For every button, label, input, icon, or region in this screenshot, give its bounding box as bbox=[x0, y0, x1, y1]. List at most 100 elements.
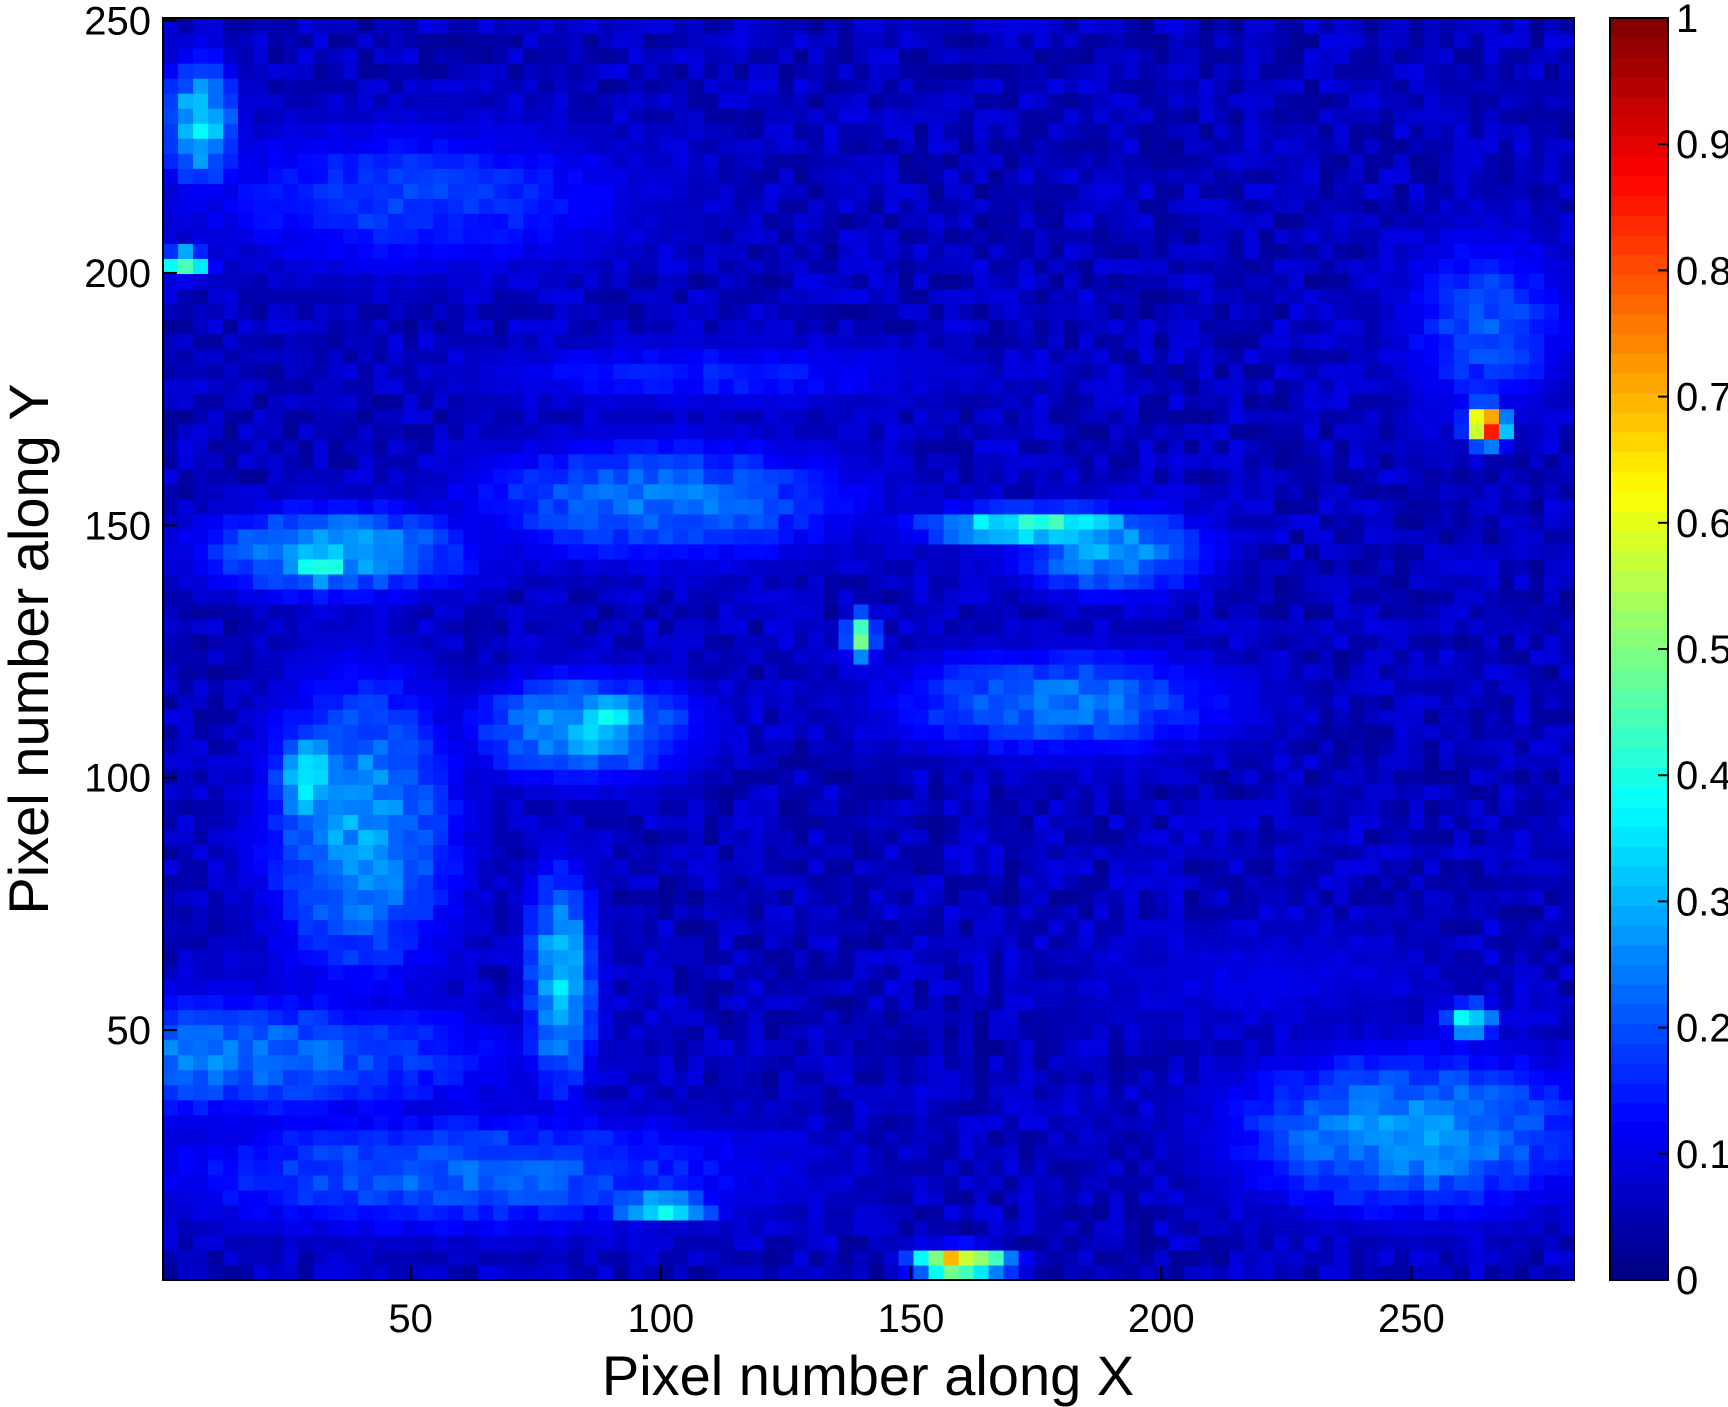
heatmap-cell bbox=[1513, 904, 1530, 921]
heatmap-cell bbox=[1243, 528, 1260, 545]
heatmap-cell bbox=[418, 889, 434, 906]
heatmap-cell bbox=[1003, 859, 1020, 875]
heatmap-cell bbox=[568, 1129, 584, 1146]
heatmap-cell bbox=[553, 769, 569, 785]
heatmap-cell bbox=[298, 1159, 314, 1176]
heatmap-cell bbox=[1333, 633, 1350, 650]
heatmap-cell bbox=[598, 1129, 614, 1146]
heatmap-cell bbox=[568, 1039, 584, 1056]
heatmap-cell bbox=[463, 964, 479, 981]
heatmap-cell bbox=[778, 1219, 795, 1236]
heatmap-cell bbox=[613, 528, 629, 545]
heatmap-cell bbox=[313, 859, 329, 875]
heatmap-cell bbox=[943, 964, 960, 981]
heatmap-cell bbox=[463, 573, 479, 590]
heatmap-cell bbox=[1438, 558, 1455, 575]
heatmap-cell bbox=[1078, 1084, 1095, 1101]
heatmap-cell bbox=[1273, 573, 1290, 590]
heatmap-cell bbox=[178, 799, 194, 815]
heatmap-cell bbox=[283, 919, 299, 936]
heatmap-cell bbox=[283, 814, 299, 830]
heatmap-cell bbox=[388, 649, 404, 665]
heatmap-cell bbox=[523, 528, 539, 545]
heatmap-cell bbox=[208, 483, 224, 500]
heatmap-cell bbox=[1498, 513, 1515, 530]
heatmap-cell bbox=[208, 1054, 224, 1071]
heatmap-cell bbox=[973, 754, 990, 770]
heatmap-cell bbox=[448, 829, 464, 845]
heatmap-cell bbox=[553, 964, 569, 981]
heatmap-cell bbox=[163, 904, 179, 921]
heatmap-cell bbox=[718, 964, 735, 981]
heatmap-cell bbox=[928, 724, 945, 740]
heatmap-cell bbox=[748, 543, 765, 560]
heatmap-cell bbox=[1078, 829, 1095, 845]
heatmap-cell bbox=[1108, 1099, 1125, 1116]
heatmap-cell bbox=[1093, 1099, 1110, 1116]
heatmap-cell bbox=[433, 483, 449, 500]
heatmap-cell bbox=[493, 558, 509, 575]
heatmap-cell bbox=[343, 528, 359, 545]
heatmap-cell bbox=[1498, 709, 1515, 725]
heatmap-cell bbox=[1468, 603, 1485, 620]
heatmap-cell bbox=[763, 498, 780, 515]
heatmap-cell bbox=[1528, 1099, 1545, 1116]
heatmap-cell bbox=[748, 513, 765, 530]
heatmap-cell bbox=[523, 1099, 539, 1116]
heatmap-cell bbox=[898, 814, 915, 830]
heatmap-cell bbox=[1453, 814, 1470, 830]
heatmap-cell bbox=[493, 603, 509, 620]
heatmap-cell bbox=[1543, 558, 1560, 575]
heatmap-cell bbox=[328, 994, 344, 1011]
heatmap-cell bbox=[298, 754, 314, 770]
heatmap-cell bbox=[883, 964, 900, 981]
heatmap-cell bbox=[613, 814, 629, 830]
heatmap-cell bbox=[1258, 483, 1275, 500]
heatmap-cell bbox=[1513, 1084, 1530, 1101]
heatmap-cell bbox=[1333, 1084, 1350, 1101]
heatmap-cell bbox=[268, 949, 284, 966]
heatmap-cell bbox=[403, 528, 419, 545]
heatmap-cell bbox=[313, 1009, 329, 1026]
heatmap-cell bbox=[268, 649, 284, 665]
heatmap-cell bbox=[1483, 799, 1500, 815]
heatmap-cell bbox=[493, 1009, 509, 1026]
heatmap-cell bbox=[1543, 664, 1560, 680]
heatmap-cell bbox=[1423, 904, 1440, 921]
heatmap-cell bbox=[268, 934, 284, 951]
heatmap-cell bbox=[1408, 724, 1425, 740]
heatmap-cell bbox=[1378, 994, 1395, 1011]
heatmap-cell bbox=[493, 1234, 509, 1251]
heatmap-cell bbox=[478, 543, 494, 560]
heatmap-cell bbox=[1258, 543, 1275, 560]
heatmap-cell bbox=[703, 1159, 719, 1176]
heatmap-cells bbox=[163, 18, 1575, 1281]
heatmap-cell bbox=[1513, 543, 1530, 560]
heatmap-cell bbox=[1483, 829, 1500, 845]
heatmap-cell bbox=[448, 1069, 464, 1086]
heatmap-cell bbox=[1288, 1084, 1305, 1101]
heatmap-cell bbox=[1048, 784, 1065, 800]
heatmap-cell bbox=[958, 603, 975, 620]
heatmap-cell bbox=[253, 633, 269, 650]
heatmap-cell bbox=[718, 1024, 735, 1041]
heatmap-cell bbox=[763, 1219, 780, 1236]
heatmap-cell bbox=[1273, 874, 1290, 890]
heatmap-cell bbox=[1453, 483, 1470, 500]
heatmap-cell bbox=[688, 844, 704, 860]
heatmap-cell bbox=[508, 498, 524, 515]
heatmap-cell bbox=[988, 799, 1005, 815]
heatmap-cell bbox=[1153, 1054, 1170, 1071]
heatmap-cell bbox=[988, 829, 1005, 845]
heatmap-cell bbox=[1378, 1069, 1395, 1086]
heatmap-cell bbox=[673, 784, 689, 800]
heatmap-cell bbox=[193, 829, 209, 845]
heatmap-cell bbox=[958, 573, 975, 590]
heatmap-cell bbox=[1498, 919, 1515, 936]
heatmap-cell bbox=[1003, 934, 1020, 951]
heatmap-cell bbox=[418, 1099, 434, 1116]
heatmap-cell bbox=[1378, 1174, 1395, 1191]
heatmap-cell bbox=[1153, 964, 1170, 981]
heatmap-cell bbox=[898, 949, 915, 966]
heatmap-cell bbox=[763, 829, 780, 845]
